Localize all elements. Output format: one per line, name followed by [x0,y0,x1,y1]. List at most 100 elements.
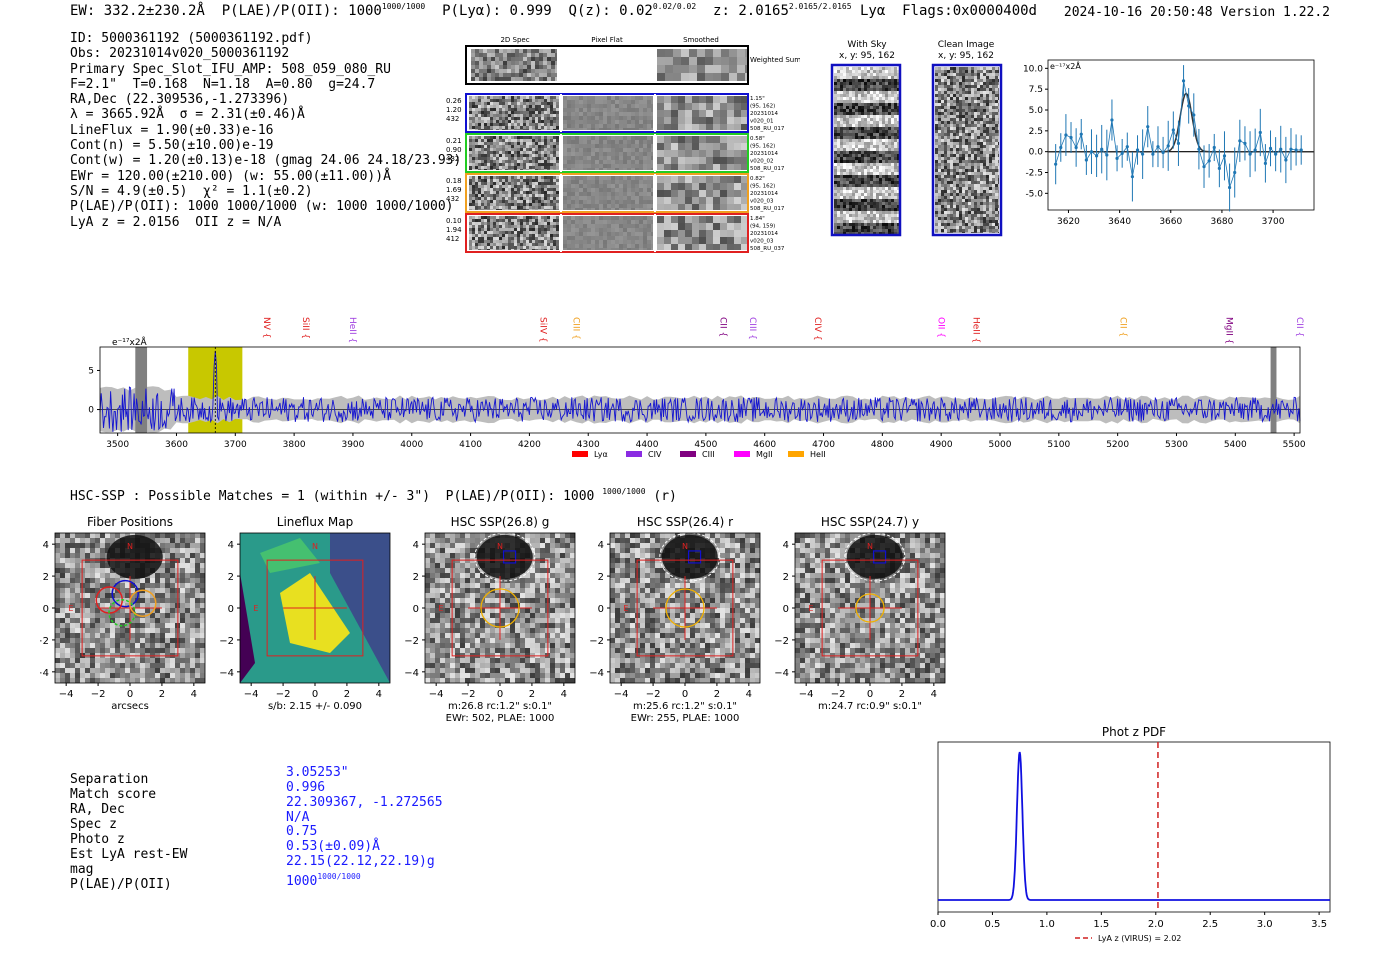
pixel [980,85,983,88]
pixel [523,154,526,157]
pixel [950,166,953,169]
pixel [992,142,995,145]
pixel [595,228,599,232]
pixel [983,121,986,124]
pixel [965,91,968,94]
pixel [631,152,635,156]
pixel [986,85,989,88]
pixel [469,160,472,163]
pixel [611,140,615,144]
pixel [995,166,998,169]
pixel [882,214,885,217]
pixel [495,73,499,77]
pixel [837,217,840,220]
pixel [571,96,575,100]
pixel [556,123,559,126]
pixel [852,148,855,151]
pixel [950,85,953,88]
pixel [567,160,571,164]
pixel [885,163,888,166]
pixel [882,154,885,157]
pixel [532,222,535,225]
pixel [950,73,953,76]
pixel [639,240,643,244]
pixel [529,160,532,163]
pixel [511,69,515,73]
pixel [888,73,891,76]
pixel [535,145,538,148]
pixel [599,124,603,128]
pixel [535,237,538,240]
pixel [986,151,989,154]
pixel [502,237,505,240]
pixel [968,115,971,118]
pixel [579,236,583,240]
pixel [888,190,891,193]
pixel [505,246,508,249]
pixel [502,163,505,166]
pixel [496,96,499,99]
pixel [995,94,998,97]
pixel [834,112,837,115]
pixel [849,73,852,76]
pixel [511,216,514,219]
pixel [505,154,508,157]
pixel [941,169,944,172]
pixel [502,111,505,114]
pixel [944,181,947,184]
pixel [544,222,547,225]
pixel [583,200,587,204]
pixel [575,208,579,210]
pixel [938,181,941,184]
exposure-right-label: 508_RU_017 [750,166,785,172]
pixel [517,246,520,249]
pixel [544,151,547,154]
pixel [469,108,472,111]
pixel [499,117,502,120]
pixel [852,181,855,184]
pixel [977,166,980,169]
pixel [989,148,992,151]
pixel [935,91,938,94]
pixel [834,178,837,181]
pixel [935,115,938,118]
pixel [664,136,671,143]
pixel [544,228,547,231]
pixel [514,114,517,117]
pixel [959,76,962,79]
pixel [517,200,520,203]
pixel [870,109,873,112]
pixel [741,157,747,164]
pixel [720,216,727,223]
pixel [843,223,846,226]
pixel [505,249,508,250]
pixel [475,231,478,234]
pixel [544,188,547,191]
pixel [867,112,870,115]
pixel [490,129,493,130]
pixel [685,96,692,103]
pixel [508,234,511,237]
pixel [852,142,855,145]
pixel [496,203,499,206]
with-sky-coords: x, y: 95, 162 [839,51,895,61]
pixel [496,231,499,234]
pixel [950,178,953,181]
pixel [591,248,595,250]
pixel [891,94,894,97]
exposure-left-label: 0.26 [446,97,462,105]
pixel [944,82,947,85]
pixel [734,204,741,210]
pixel [520,200,523,203]
pixel [968,145,971,148]
pixel [511,129,514,130]
pixel [520,114,523,117]
pixel [553,197,556,200]
pixel [551,65,555,69]
pixel [487,197,490,200]
pixel [599,116,603,120]
pixel [627,180,631,184]
pixel [995,73,998,76]
pixel [891,202,894,205]
pixel [471,49,475,53]
